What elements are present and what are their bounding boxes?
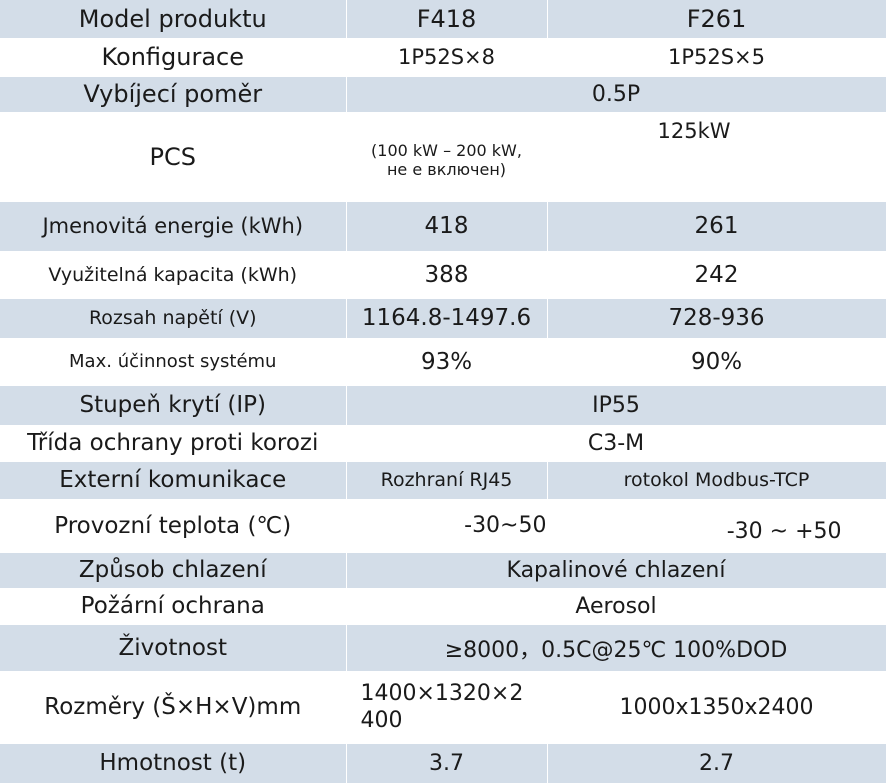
row-label: Třída ochrany proti korozi <box>0 425 347 461</box>
row-discharge-ratio: Vybíjecí poměr 0.5P <box>0 76 886 112</box>
cell-f261: 728-936 <box>547 298 886 338</box>
row-lifespan: Životnost ≥8000，0.5C@25℃ 100%DOD <box>0 624 886 671</box>
row-weight: Hmotnost (t) 3.7 2.7 <box>0 743 886 783</box>
cell-f418: -30~50 <box>346 499 548 552</box>
cell-f418: 93% <box>346 338 548 385</box>
row-rated-energy: Jmenovitá energie (kWh) 418 261 <box>0 201 886 251</box>
row-model: Model produktu F418 F261 <box>0 0 886 38</box>
row-external-communication: Externí komunikace Rozhraní RJ45 rotokol… <box>0 461 886 499</box>
cell-merged: Aerosol <box>346 588 886 624</box>
row-cooling-method: Způsob chlazení Kapalinové chlazení <box>0 552 886 588</box>
row-fire-protection: Požární ochrana Aerosol <box>0 588 886 624</box>
row-label: Rozsah napětí (V) <box>0 298 347 338</box>
cell-f261: 1P52S×5 <box>547 38 886 76</box>
row-dimensions: Rozměry (Š×H×V)mm 1400×1320×2 400 1000x1… <box>0 671 886 743</box>
cell-merged: C3-M <box>346 425 886 461</box>
row-label: Životnost <box>0 624 347 671</box>
cell-merged: Kapalinové chlazení <box>346 552 886 588</box>
cell-f261: 125kW <box>547 112 886 201</box>
row-label: Max. účinnost systému <box>0 338 347 385</box>
cell-f261: 242 <box>547 251 886 298</box>
row-label: Konfigurace <box>0 38 347 76</box>
cell-f418: 1P52S×8 <box>346 38 548 76</box>
row-voltage-range: Rozsah napětí (V) 1164.8-1497.6 728-936 <box>0 298 886 338</box>
row-pcs: PCS (100 kW – 200 kW, не е включен) 125k… <box>0 112 886 201</box>
cell-merged: ≥8000，0.5C@25℃ 100%DOD <box>346 624 886 671</box>
row-label: PCS <box>0 112 347 201</box>
row-label: Způsob chlazení <box>0 552 347 588</box>
cell-f418: (100 kW – 200 kW, не е включен) <box>346 112 548 201</box>
cell-f418: 3.7 <box>346 743 548 783</box>
cell-f261: -30 ~ +50 <box>547 499 886 552</box>
row-label: Jmenovitá energie (kWh) <box>0 201 347 251</box>
cell-f418: Rozhraní RJ45 <box>346 461 548 499</box>
cell-merged: 0.5P <box>346 76 886 112</box>
row-configuration: Konfigurace 1P52S×8 1P52S×5 <box>0 38 886 76</box>
row-corrosion-class: Třída ochrany proti korozi C3-M <box>0 425 886 461</box>
row-label: Model produktu <box>0 0 347 38</box>
row-label: Provozní teplota (℃) <box>0 499 347 552</box>
row-ip-rating: Stupeň krytí (IP) IP55 <box>0 385 886 425</box>
cell-f261: 261 <box>547 201 886 251</box>
cell-f418: 418 <box>346 201 548 251</box>
row-label: Externí komunikace <box>0 461 347 499</box>
row-operating-temperature: Provozní teplota (℃) -30~50 -30 ~ +50 <box>0 499 886 552</box>
cell-f418: 1164.8-1497.6 <box>346 298 548 338</box>
cell-f418: 388 <box>346 251 548 298</box>
row-label: Požární ochrana <box>0 588 347 624</box>
row-max-efficiency: Max. účinnost systému 93% 90% <box>0 338 886 385</box>
row-label: Rozměry (Š×H×V)mm <box>0 671 347 743</box>
cell-merged: IP55 <box>346 385 886 425</box>
row-label: Hmotnost (t) <box>0 743 347 783</box>
row-usable-capacity: Využitelná kapacita (kWh) 388 242 <box>0 251 886 298</box>
cell-f261: rotokol Modbus-TCP <box>547 461 886 499</box>
row-label: Využitelná kapacita (kWh) <box>0 251 347 298</box>
pcs-note: (100 kW – 200 kW, не е включен) <box>371 140 522 179</box>
cell-f261: F261 <box>547 0 886 38</box>
cell-f418: F418 <box>346 0 548 38</box>
cell-f261: 2.7 <box>547 743 886 783</box>
row-label: Stupeň krytí (IP) <box>0 385 347 425</box>
cell-f261: 90% <box>547 338 886 385</box>
cell-f418: 1400×1320×2 400 <box>346 671 548 743</box>
cell-f261: 1000x1350x2400 <box>547 671 886 743</box>
row-label: Vybíjecí poměr <box>0 76 347 112</box>
